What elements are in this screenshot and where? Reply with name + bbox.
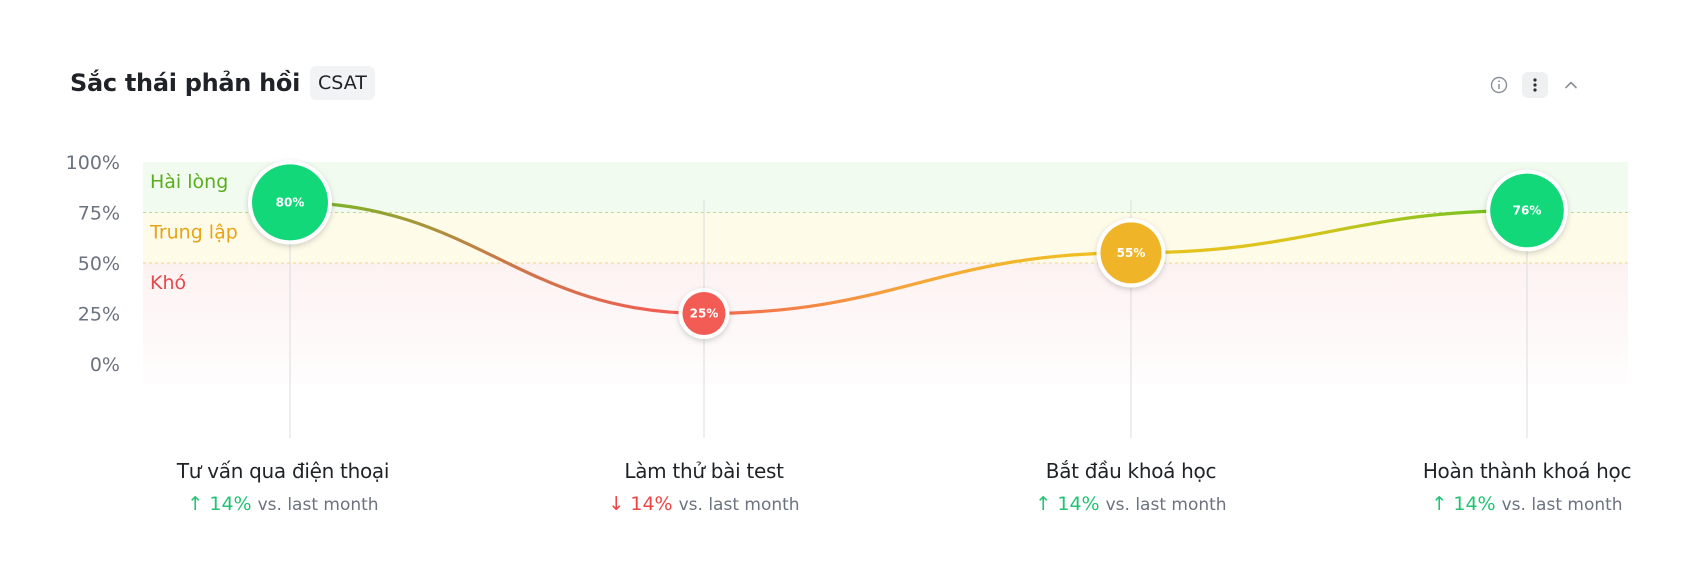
data-point-label: 80% (276, 195, 305, 209)
delta-suffix: vs. last month (678, 495, 800, 515)
info-icon[interactable] (1486, 72, 1512, 98)
data-point: 80% (248, 160, 332, 245)
y-tick-label: 0% (90, 354, 120, 376)
delta-suffix: vs. last month (257, 495, 379, 515)
category-label: Làm thử bài test (624, 459, 784, 483)
category-item: Hoàn thành khoá học ↑ 14% vs. last month (1387, 459, 1667, 515)
delta-row: ↑ 14% vs. last month (1387, 493, 1667, 515)
category-item: Bắt đầu khoá học ↑ 14% vs. last month (991, 459, 1271, 515)
delta-up-value: ↑ 14% (1431, 493, 1496, 515)
y-tick-label: 75% (78, 203, 120, 225)
y-tick-label: 25% (78, 304, 120, 326)
delta-row: ↑ 14% vs. last month (991, 493, 1271, 515)
delta-down-value: ↓ 14% (608, 493, 673, 515)
series-line (288, 200, 1529, 316)
data-point-dot (1100, 222, 1162, 284)
data-point-label: 55% (1117, 246, 1146, 260)
chart-title: Sắc thái phản hồi (70, 69, 301, 97)
y-tick-label: 50% (78, 253, 120, 275)
chart-header: Sắc thái phản hồi CSAT (70, 66, 375, 100)
y-tick-label: 100% (66, 152, 120, 174)
data-point-dot (252, 164, 328, 241)
chart-toolbar (1486, 72, 1584, 98)
delta-row: ↑ 14% vs. last month (143, 493, 423, 515)
delta-suffix: vs. last month (1105, 495, 1227, 515)
delta-up-value: ↑ 14% (187, 493, 252, 515)
data-point: 25% (678, 288, 730, 339)
zone-band (143, 162, 1628, 213)
zone-band (143, 212, 1628, 263)
more-vertical-icon[interactable] (1522, 72, 1548, 98)
chevron-up-icon[interactable] (1558, 72, 1584, 98)
metric-badge: CSAT (310, 66, 375, 100)
category-label: Bắt đầu khoá học (1045, 459, 1217, 483)
zone-label: Khó (150, 272, 186, 294)
zone-label: Hài lòng (150, 171, 228, 193)
delta-up-value: ↑ 14% (1035, 493, 1100, 515)
data-point: 76% (1486, 169, 1568, 252)
zone-band (143, 263, 1628, 384)
category-label: Tư vấn qua điện thoại (176, 459, 390, 483)
data-point-dot (682, 292, 726, 335)
data-point-label: 25% (690, 307, 719, 321)
category-label: Hoàn thành khoá học (1422, 459, 1632, 483)
category-item: Làm thử bài test ↓ 14% vs. last month (564, 459, 844, 515)
data-point-dot (1490, 173, 1564, 248)
zone-label: Trung lập (149, 222, 238, 244)
category-item: Tư vấn qua điện thoại ↑ 14% vs. last month (143, 459, 423, 515)
data-point: 55% (1096, 218, 1166, 288)
data-point-label: 76% (1513, 203, 1542, 217)
delta-suffix: vs. last month (1501, 495, 1623, 515)
delta-row: ↓ 14% vs. last month (564, 493, 844, 515)
